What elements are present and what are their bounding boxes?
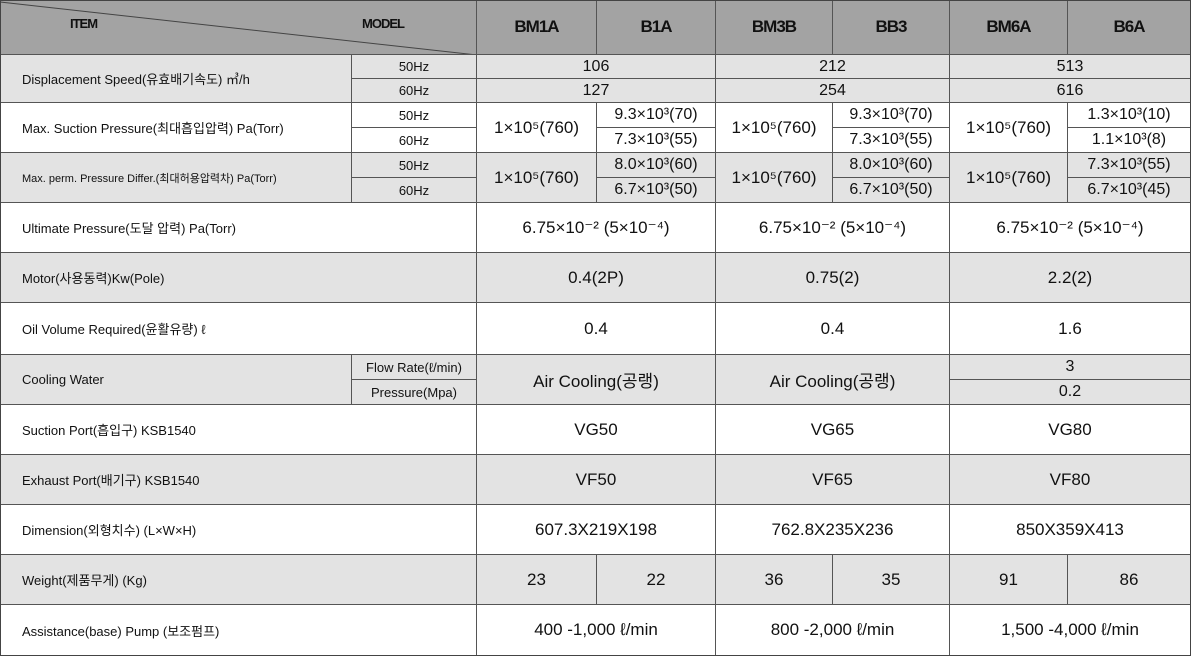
value-cell: Air Cooling(공랭) [716,355,950,405]
value-cell: 212 [716,55,950,79]
value-cell: 800 -2,000 ℓ/min [716,605,950,656]
value-cell: 1.3×10³(10) [1068,103,1191,128]
value-cell: 616 [950,79,1191,103]
value-cell: VF50 [477,455,716,505]
value-cell: 2.2(2) [950,253,1191,303]
value-cell: 6.7×10³(50) [597,178,716,203]
value-cell: 7.3×10³(55) [833,128,950,153]
value-cell: 36 [716,555,833,605]
value-cell: 0.4 [716,303,950,355]
row-label: Ultimate Pressure(도달 압력) Pa(Torr) [0,203,477,253]
value-cell: 35 [833,555,950,605]
sub-label: 50Hz [352,153,477,178]
row-label: Max. Suction Pressure(최대흡입압력) Pa(Torr) [0,103,352,153]
value-cell: VF80 [950,455,1191,505]
value-cell: 0.75(2) [716,253,950,303]
sub-label: Flow Rate(ℓ/min) [352,355,477,380]
value-cell: 8.0×10³(60) [597,153,716,178]
value-cell: 9.3×10³(70) [597,103,716,128]
value-cell: 8.0×10³(60) [833,153,950,178]
row-label: Oil Volume Required(윤활유량) ℓ [0,303,477,355]
value-cell: 513 [950,55,1191,79]
row-label: Weight(제품무게) (Kg) [0,555,477,605]
value-cell: 1×10⁵(760) [477,153,597,203]
value-cell: 1×10⁵(760) [716,103,833,153]
row-label: Max. perm. Pressure Differ.(최대허용압력차) Pa(… [0,153,352,203]
value-cell: 6.75×10⁻² (5×10⁻⁴) [477,203,716,253]
row-label: Cooling Water [0,355,352,405]
value-cell: VF65 [716,455,950,505]
value-cell: 91 [950,555,1068,605]
value-cell: 1×10⁵(760) [477,103,597,153]
value-cell: 6.7×10³(45) [1068,178,1191,203]
model-name: B6A [1068,0,1191,55]
value-cell: 6.7×10³(50) [833,178,950,203]
sub-label: 60Hz [352,79,477,103]
value-cell: 6.75×10⁻² (5×10⁻⁴) [950,203,1191,253]
value-cell: 1×10⁵(760) [950,103,1068,153]
value-cell: 1×10⁵(760) [716,153,833,203]
value-cell: 7.3×10³(55) [597,128,716,153]
model-name: B1A [597,0,716,55]
value-cell: 3 [950,355,1191,380]
row-label: Suction Port(흡입구) KSB1540 [0,405,477,455]
header-model: MODEL [0,0,477,55]
value-cell: 7.3×10³(55) [1068,153,1191,178]
value-cell: 850X359X413 [950,505,1191,555]
value-cell: 23 [477,555,597,605]
value-cell: 86 [1068,555,1191,605]
row-label: Dimension(외형치수) (L×W×H) [0,505,477,555]
sub-label: 50Hz [352,55,477,79]
value-cell: 0.4 [477,303,716,355]
row-label: Displacement Speed(유효배기속도) ㎥/h [0,55,352,103]
value-cell: 400 -1,000 ℓ/min [477,605,716,656]
value-cell: 1×10⁵(760) [950,153,1068,203]
model-name: BM3B [716,0,833,55]
value-cell: VG80 [950,405,1191,455]
model-name: BM6A [950,0,1068,55]
sub-label: Pressure(Mpa) [352,380,477,405]
value-cell: 0.4(2P) [477,253,716,303]
row-label: Assistance(base) Pump (보조펌프) [0,605,477,656]
value-cell: 0.2 [950,380,1191,405]
value-cell: 254 [716,79,950,103]
value-cell: 1.6 [950,303,1191,355]
value-cell: 22 [597,555,716,605]
header-diagonal [0,0,477,55]
sub-label: 60Hz [352,178,477,203]
value-cell: 1.1×10³(8) [1068,128,1191,153]
value-cell: VG50 [477,405,716,455]
model-name: BM1A [477,0,597,55]
model-name: BB3 [833,0,950,55]
value-cell: 127 [477,79,716,103]
value-cell: 106 [477,55,716,79]
value-cell: Air Cooling(공랭) [477,355,716,405]
value-cell: 9.3×10³(70) [833,103,950,128]
value-cell: VG65 [716,405,950,455]
value-cell: 1,500 -4,000 ℓ/min [950,605,1191,656]
row-label: Exhaust Port(배기구) KSB1540 [0,455,477,505]
value-cell: 762.8X235X236 [716,505,950,555]
value-cell: 6.75×10⁻² (5×10⁻⁴) [716,203,950,253]
sub-label: 50Hz [352,103,477,128]
value-cell: 607.3X219X198 [477,505,716,555]
row-label: Motor(사용동력)Kw(Pole) [0,253,477,303]
sub-label: 60Hz [352,128,477,153]
